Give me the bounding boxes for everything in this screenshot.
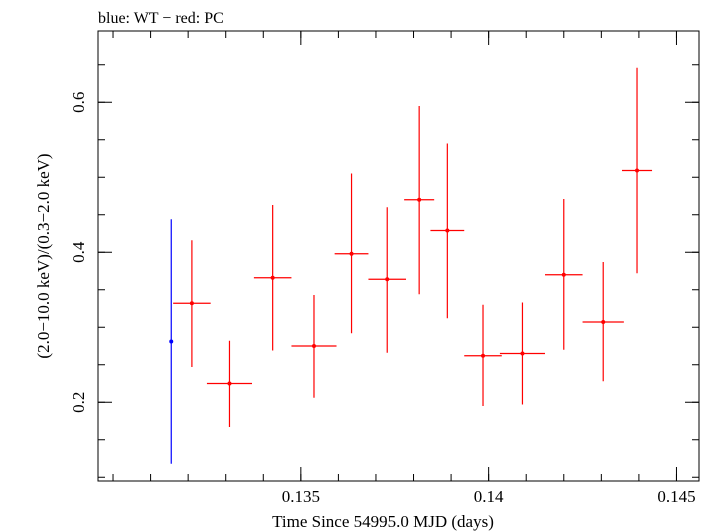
data-point	[368, 207, 407, 353]
x-tick-label: 0.14	[474, 487, 504, 506]
data-point	[404, 106, 435, 295]
data-point	[206, 340, 253, 427]
data-point	[621, 67, 653, 274]
plot-frame	[97, 30, 700, 482]
y-axis-label: (2.0−10.0 keV)/(0.3−2.0 keV)	[34, 153, 53, 358]
data-point	[253, 205, 292, 351]
x-tick-labels: 0.135 0.14 0.145	[282, 487, 696, 506]
point-marker	[601, 320, 606, 324]
data-marks	[169, 67, 653, 464]
point-marker	[349, 251, 354, 256]
point-marker	[561, 272, 566, 277]
point-marker	[169, 339, 174, 344]
point-marker	[520, 351, 525, 356]
x-tick-label: 0.145	[657, 487, 695, 506]
x-axis-label: Time Since 54995.0 MJD (days)	[272, 512, 494, 531]
x-tick-label: 0.135	[282, 487, 320, 506]
data-point	[334, 173, 369, 334]
data-point	[291, 295, 337, 398]
point-marker	[385, 277, 390, 282]
series-wt	[169, 219, 174, 464]
y-tick-labels: 0.2 0.4 0.6	[69, 92, 88, 413]
point-marker	[311, 344, 316, 348]
data-point	[582, 262, 624, 382]
point-marker	[417, 197, 422, 202]
point-marker	[189, 301, 194, 306]
data-point	[464, 304, 502, 406]
axis-ticks	[98, 31, 699, 481]
data-point	[173, 240, 211, 367]
data-point	[499, 302, 545, 405]
point-marker	[481, 353, 486, 358]
y-tick-label: 0.6	[69, 92, 88, 113]
data-point	[169, 219, 174, 464]
point-marker	[227, 381, 232, 386]
data-point	[430, 143, 465, 319]
point-marker	[270, 275, 275, 280]
data-point	[544, 199, 583, 350]
y-tick-label: 0.4	[69, 241, 88, 263]
y-tick-label: 0.2	[69, 392, 88, 413]
point-marker	[445, 228, 450, 233]
chart-title: blue: WT − red: PC	[98, 10, 224, 27]
series-pc	[173, 67, 653, 427]
point-marker	[635, 168, 640, 173]
